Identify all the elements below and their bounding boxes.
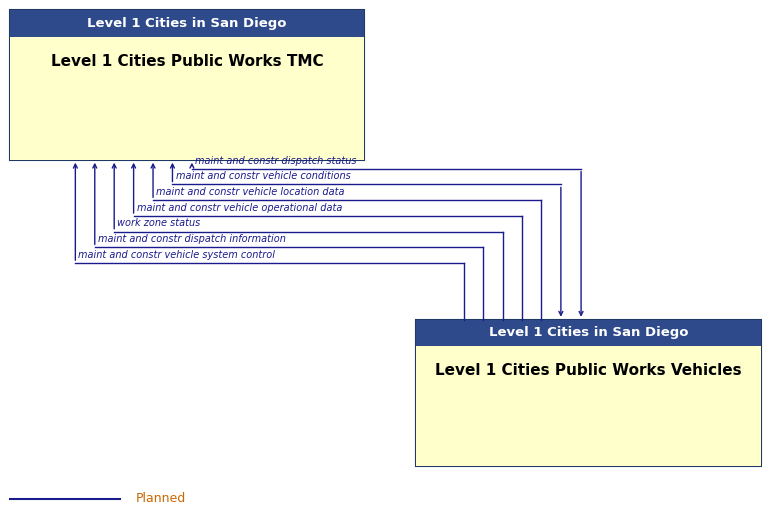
Text: Level 1 Cities Public Works Vehicles: Level 1 Cities Public Works Vehicles [435, 363, 742, 378]
Bar [416, 320, 761, 346]
Bar [10, 10, 363, 37]
Bar [10, 10, 363, 160]
Bar [416, 346, 761, 466]
Text: maint and constr vehicle operational data: maint and constr vehicle operational dat… [137, 203, 342, 213]
Text: maint and constr vehicle conditions: maint and constr vehicle conditions [175, 171, 350, 181]
Text: Planned: Planned [136, 493, 186, 505]
Text: maint and constr dispatch status: maint and constr dispatch status [195, 156, 356, 166]
Bar [416, 320, 761, 466]
Text: maint and constr vehicle location data: maint and constr vehicle location data [156, 187, 345, 197]
Text: work zone status: work zone status [117, 219, 200, 228]
Bar [10, 37, 363, 160]
Text: maint and constr vehicle system control: maint and constr vehicle system control [78, 250, 276, 260]
Text: Level 1 Cities in San Diego: Level 1 Cities in San Diego [87, 17, 287, 30]
Text: Level 1 Cities Public Works TMC: Level 1 Cities Public Works TMC [51, 54, 323, 69]
Text: Level 1 Cities in San Diego: Level 1 Cities in San Diego [489, 326, 688, 340]
Text: maint and constr dispatch information: maint and constr dispatch information [98, 234, 286, 244]
